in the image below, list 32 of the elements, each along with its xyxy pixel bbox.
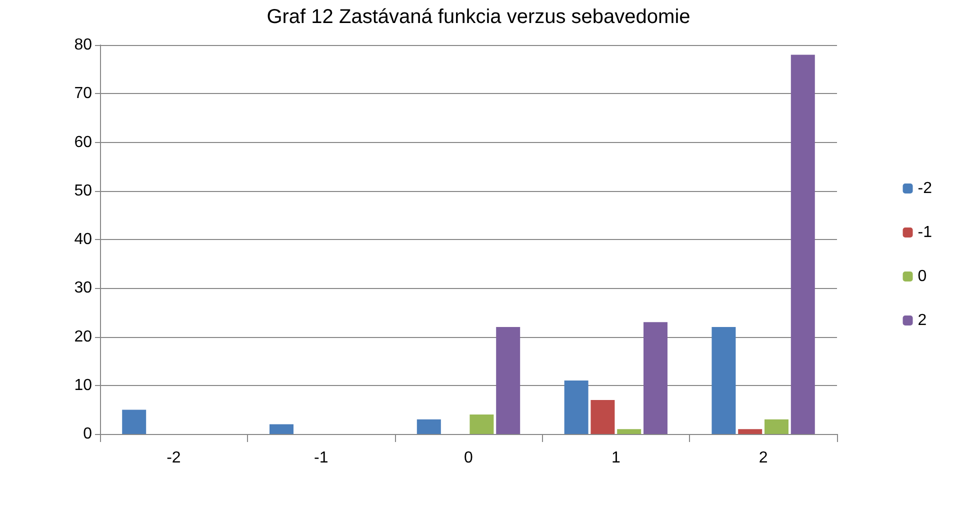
x-tick-label: -2 xyxy=(166,450,181,466)
y-tick-label: 20 xyxy=(74,328,92,346)
legend-label: 0 xyxy=(918,268,927,285)
x-tick-label: -1 xyxy=(314,450,328,466)
x-tick-label: 0 xyxy=(464,450,474,466)
bar xyxy=(470,414,494,434)
bar xyxy=(564,380,588,434)
y-tick-label: 30 xyxy=(74,280,92,297)
y-tick-label: 60 xyxy=(74,134,92,151)
bar xyxy=(416,419,441,434)
bar xyxy=(712,327,736,434)
y-tick-label: 10 xyxy=(74,376,92,394)
y-tick-label: 80 xyxy=(74,36,92,54)
legend-label: 2 xyxy=(918,312,927,329)
bar xyxy=(617,429,642,434)
y-tick-label: 40 xyxy=(74,231,92,248)
x-tick-label: 2 xyxy=(758,450,768,466)
bar xyxy=(643,322,668,434)
legend-label: -2 xyxy=(918,180,932,197)
bar xyxy=(790,54,815,434)
legend-label: -1 xyxy=(918,224,932,241)
y-tick-label: 0 xyxy=(83,426,92,442)
bar xyxy=(496,327,520,434)
bar xyxy=(764,419,788,434)
y-tick-label: 50 xyxy=(74,182,92,200)
bar xyxy=(270,424,294,434)
bar xyxy=(738,429,762,434)
y-tick-label: 70 xyxy=(74,85,92,102)
chart-title: Graf 12 Zastávaná funkcia verzus sebavedomie xyxy=(266,6,690,28)
x-tick-label: 1 xyxy=(611,450,620,466)
bar xyxy=(590,400,615,434)
bar xyxy=(122,410,146,434)
